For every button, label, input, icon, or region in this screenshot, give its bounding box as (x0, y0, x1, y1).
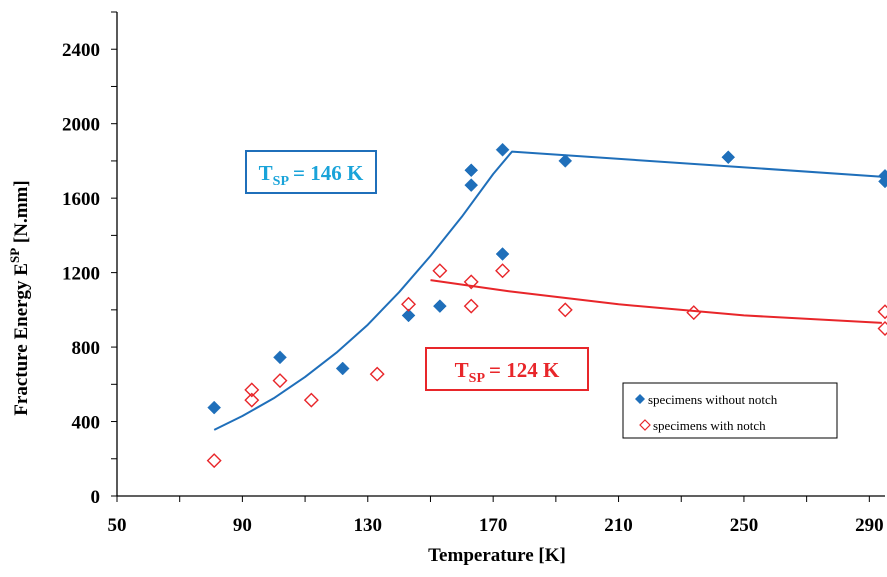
point-with-notch (877, 320, 887, 336)
point-with-notch (401, 296, 417, 312)
annotation-tsp-blue-rest: = 146 K (293, 161, 364, 185)
point-with-notch (463, 274, 479, 290)
y-tick-label: 400 (72, 413, 101, 434)
point-without-notch (878, 174, 887, 189)
point-with-notch (557, 302, 573, 318)
y-tick-labels: 0 400 800 1200 1600 2000 2400 (62, 40, 100, 508)
point-without-notch (464, 163, 479, 178)
fit-lines (213, 150, 882, 431)
legend: specimens without notch specimens with n… (622, 382, 838, 439)
x-tick-labels: 50 90 130 170 210 250 290 (108, 515, 884, 536)
x-tick-label: 130 (354, 515, 383, 536)
annotation-tsp-blue: TSP = 146 K (245, 150, 377, 194)
point-with-notch (272, 373, 288, 389)
point-without-notch (464, 178, 479, 192)
y-tick-label: 0 (91, 487, 101, 508)
point-without-notch (335, 361, 350, 376)
annotation-tsp-red-text: TSP = 124 K (455, 358, 560, 386)
point-with-notch (206, 453, 222, 469)
annotation-tsp-blue-text: TSP = 146 K (259, 161, 364, 189)
x-tick-label: 90 (233, 515, 252, 536)
x-tick-label: 210 (604, 515, 633, 536)
point-without-notch (495, 247, 510, 261)
point-without-notch (207, 400, 222, 415)
annotation-tsp-red-sub: SP (469, 371, 486, 386)
point-with-notch (369, 366, 385, 382)
point-without-notch (433, 299, 447, 313)
y-axis-title: Fracture Energy ESP [N.mm] (7, 180, 32, 415)
point-without-notch (558, 154, 573, 168)
annotation-tsp-blue-box (245, 150, 377, 194)
x-tick-label: 170 (479, 515, 508, 536)
point-with-notch (463, 298, 479, 314)
annotation-tsp-blue-main: T (259, 161, 273, 185)
annotation-tsp-blue-sub: SP (273, 174, 290, 189)
y-axis-title-main: Fracture Energy E (11, 263, 32, 416)
point-without-notch (401, 308, 416, 323)
y-axis-title-sup: SP (7, 248, 22, 263)
fit-line-2 (430, 279, 882, 324)
x-tick-label: 290 (855, 515, 884, 536)
x-tick-label: 250 (730, 515, 759, 536)
data-points (206, 142, 887, 469)
annotation-tsp-red-main: T (455, 358, 469, 382)
annotation-tsp-red: TSP = 124 K (425, 347, 589, 391)
y-tick-label: 2400 (62, 40, 100, 61)
fit-line-1 (213, 150, 882, 431)
point-with-notch (877, 304, 887, 320)
legend-marker-with-notch (639, 419, 651, 431)
point-with-notch (432, 263, 448, 279)
point-without-notch (273, 350, 287, 365)
point-with-notch (495, 263, 511, 279)
point-with-notch (686, 305, 702, 321)
axes (111, 11, 885, 502)
y-tick-label: 1200 (62, 264, 100, 285)
legend-marker-without-notch (635, 394, 645, 404)
x-tick-label: 50 (108, 515, 127, 536)
point-with-notch (244, 382, 260, 398)
annotation-tsp-red-rest: = 124 K (489, 358, 560, 382)
annotation-tsp-red-box (425, 347, 589, 391)
legend-label-without-notch: specimens without notch (648, 392, 778, 407)
point-without-notch (495, 142, 510, 157)
point-with-notch (303, 392, 319, 408)
y-tick-label: 800 (72, 338, 101, 359)
point-with-notch (244, 392, 260, 408)
y-tick-label: 1600 (62, 189, 100, 210)
point-without-notch (721, 150, 736, 165)
legend-label-with-notch: specimens with notch (653, 418, 766, 433)
y-tick-label: 2000 (62, 115, 100, 136)
y-axis-title-unit: [N.mm] (11, 180, 32, 248)
x-axis-title: Temperature [K] (428, 545, 566, 566)
legend-box (622, 382, 838, 439)
